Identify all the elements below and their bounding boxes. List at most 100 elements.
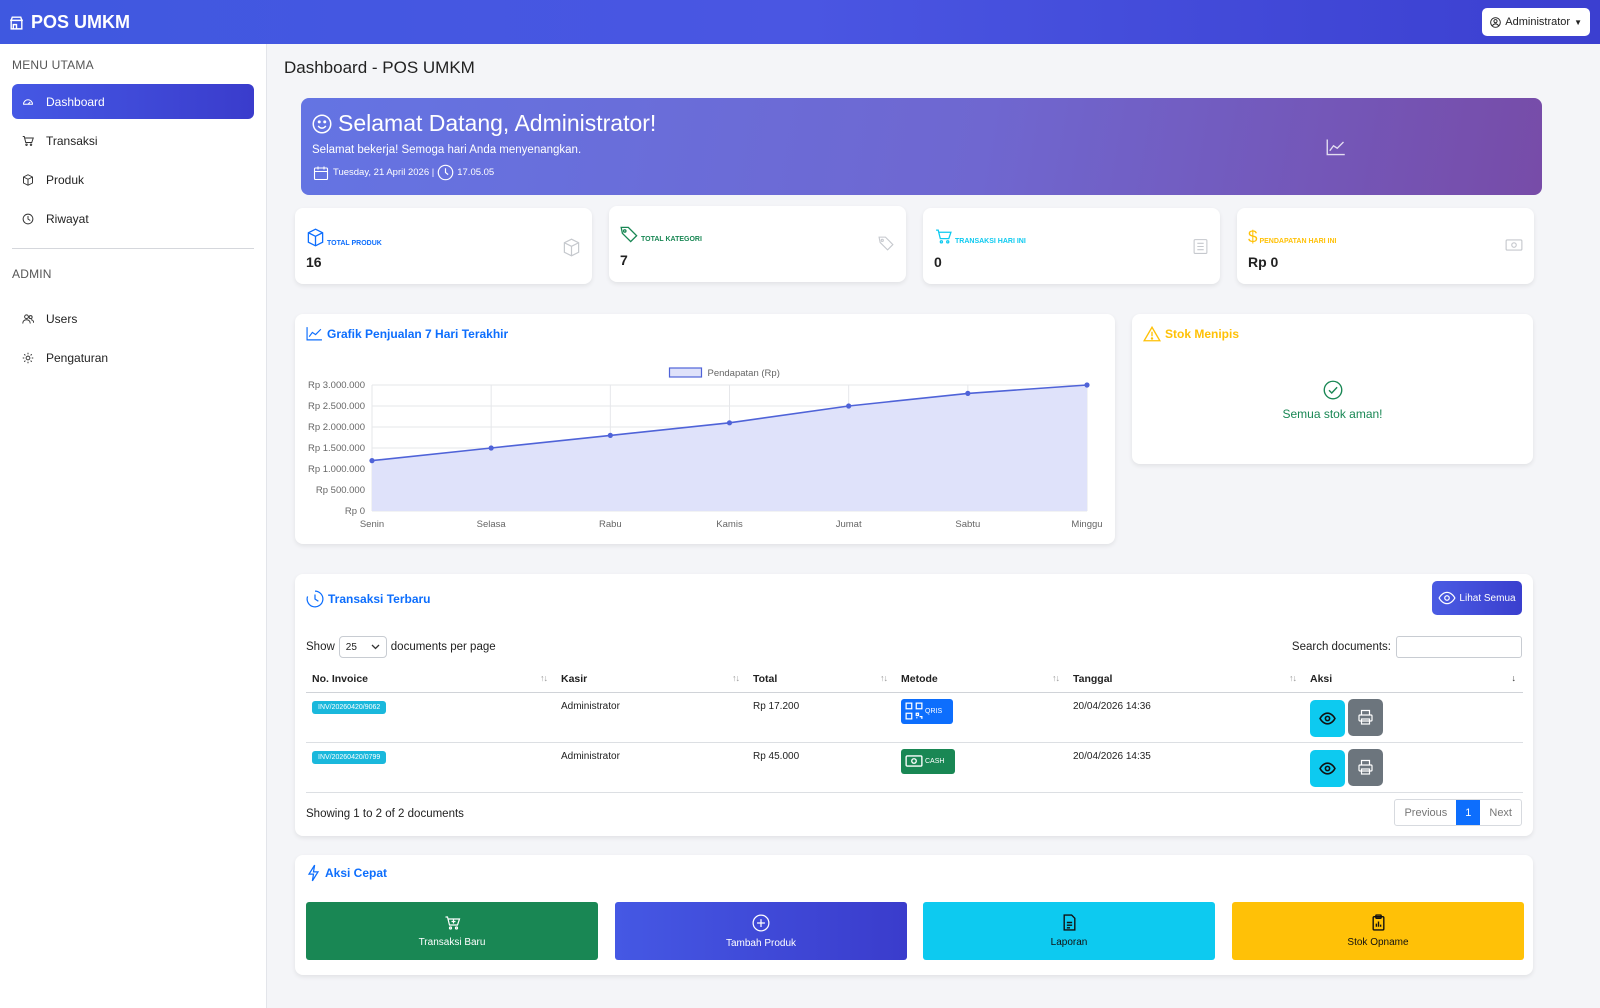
y-tick-label: Rp 3.000.000	[308, 380, 365, 391]
y-tick-label: Rp 0	[345, 506, 365, 517]
sales-line-chart: Rp 0 Rp 500.000 Rp 1.000.000 Rp 1.500.000 Rp…	[308, 367, 1103, 530]
view-all-button[interactable]: Lihat Semua	[1432, 581, 1522, 615]
file-icon	[1062, 914, 1076, 931]
eye-icon	[1319, 762, 1336, 775]
cart-icon	[936, 229, 952, 244]
stat-value: 0	[934, 254, 942, 270]
x-tick-label: Jumat	[836, 519, 862, 530]
welcome-heading-text: Selamat Datang, Administrator!	[338, 110, 657, 136]
warning-icon	[1143, 326, 1161, 342]
data-point	[607, 432, 613, 438]
pagination-next[interactable]: Next	[1489, 806, 1512, 819]
quick-action-tambah-produk[interactable]: Tambah Produk	[615, 902, 907, 960]
legend-swatch	[668, 367, 703, 378]
column-header-kasir[interactable]: Kasir ↑↓	[555, 666, 747, 693]
per-page-suffix: documents per page	[390, 641, 496, 653]
quick-action-label: Transaksi Baru	[418, 936, 486, 948]
pagination-previous[interactable]: Previous	[1404, 806, 1448, 819]
clock-icon	[437, 164, 454, 181]
print-transaction-button[interactable]	[1347, 698, 1383, 736]
qr-code-icon	[905, 702, 923, 720]
print-transaction-button[interactable]	[1347, 748, 1383, 786]
calendar-icon	[313, 166, 329, 180]
sales-chart-title-text: Grafik Penjualan 7 Hari Terakhir	[327, 326, 509, 341]
recent-transactions-title: Transaksi Terbaru	[306, 590, 431, 608]
sidebar-item-pengaturan[interactable]: Pengaturan	[12, 340, 254, 375]
smile-icon	[312, 114, 332, 133]
stat-card-transaksi-hari-ini: TRANSAKSI HARI INI 0	[923, 208, 1220, 284]
sidebar: MENU UTAMA Dashboard Transaksi Produk Ri…	[0, 44, 267, 1008]
invoice-badge[interactable]: INV/20260420/0799	[312, 750, 387, 764]
quick-action-laporan[interactable]: Laporan	[923, 902, 1215, 960]
top-navbar: POS UMKM Administrator ▼	[0, 0, 1600, 44]
stock-alert-card: Stok Menipis Semua stok aman!	[1132, 314, 1533, 464]
printer-icon	[1358, 709, 1373, 725]
main-content: Dashboard - POS UMKM Selamat Datang, Adm…	[267, 44, 1600, 1008]
view-transaction-button[interactable]	[1310, 700, 1345, 737]
sidebar-item-dashboard[interactable]: Dashboard	[12, 84, 254, 119]
cell-kasir: Administrator	[555, 692, 747, 743]
box-icon	[23, 173, 33, 186]
cell-metode: QRIS	[895, 692, 1067, 743]
data-point	[1084, 382, 1090, 388]
column-header-total[interactable]: Total ↑↓	[747, 666, 895, 693]
pagination: Previous 1 Next	[1394, 799, 1522, 826]
eye-icon	[1438, 591, 1456, 605]
invoice-badge[interactable]: INV/20260420/9062	[312, 700, 387, 714]
sidebar-divider	[12, 248, 254, 249]
y-tick-label: Rp 2.500.000	[308, 401, 365, 412]
area-fill	[372, 385, 1087, 511]
column-header-label: Kasir	[561, 672, 588, 685]
sidebar-item-transaksi[interactable]: Transaksi	[12, 123, 254, 158]
stat-label: TOTAL KATEGORI	[620, 226, 702, 243]
sidebar-section-main: MENU UTAMA	[12, 58, 94, 72]
column-header-label: No. Invoice	[312, 672, 369, 685]
page-title: Dashboard - POS UMKM	[284, 58, 475, 77]
x-tick-label: Minggu	[1071, 519, 1102, 530]
cell-invoice: INV/20260420/0799	[306, 742, 555, 793]
search-input[interactable]	[1396, 636, 1522, 658]
pagination-page-1[interactable]: 1	[1456, 800, 1481, 825]
welcome-time: 17.05.05	[457, 167, 495, 178]
tags-icon	[878, 236, 894, 251]
stat-label: TRANSAKSI HARI INI	[934, 228, 1026, 245]
search-control: Search documents:	[1292, 636, 1522, 658]
table-row: INV/20260420/9062 Administrator Rp 17.20…	[306, 692, 1523, 743]
data-point	[965, 390, 971, 396]
stat-label-text: TOTAL KATEGORI	[641, 236, 702, 243]
per-page-select[interactable]: 25	[338, 636, 387, 658]
sidebar-item-label: Transaksi	[46, 133, 98, 148]
sidebar-item-label: Dashboard	[46, 94, 105, 109]
quick-action-stok-opname[interactable]: Stok Opname	[1232, 902, 1524, 960]
clipboard-icon	[1371, 914, 1385, 931]
column-header-invoice[interactable]: No. Invoice ↑↓	[306, 666, 555, 693]
column-header-label: Aksi	[1310, 672, 1333, 685]
table-info: Showing 1 to 2 of 2 documents	[306, 808, 464, 820]
sidebar-item-riwayat[interactable]: Riwayat	[12, 201, 254, 236]
column-header-tanggal[interactable]: Tanggal ↑↓	[1067, 666, 1304, 693]
column-header-aksi[interactable]: Aksi ↓	[1304, 666, 1523, 693]
brand-title: POS UMKM	[31, 11, 130, 32]
welcome-date: Tuesday, 21 April 2026 |	[333, 167, 435, 178]
view-transaction-button[interactable]	[1310, 750, 1345, 787]
cell-tanggal: 20/04/2026 14:35	[1067, 742, 1304, 793]
x-tick-label: Sabtu	[955, 519, 980, 530]
brand[interactable]: POS UMKM	[8, 12, 130, 33]
table-header-row: No. Invoice ↑↓ Kasir ↑↓ Total ↑↓ Metode ↑↓ T…	[306, 666, 1523, 693]
box-icon	[563, 238, 580, 257]
cell-total: Rp 45.000	[747, 742, 895, 793]
sidebar-item-label: Pengaturan	[46, 350, 109, 365]
sidebar-item-users[interactable]: Users	[12, 301, 254, 336]
stat-card-total-produk: TOTAL PRODUK 16	[295, 208, 592, 284]
cell-aksi	[1304, 742, 1523, 793]
user-menu-button[interactable]: Administrator ▼	[1482, 8, 1590, 36]
column-header-metode[interactable]: Metode ↑↓	[895, 666, 1067, 693]
dashboard-icon	[22, 98, 34, 105]
quick-actions-card: Aksi Cepat Transaksi Baru Tambah Produk …	[295, 855, 1533, 975]
y-tick-label: Rp 1.500.000	[308, 443, 365, 454]
sort-icon: ↑↓	[732, 673, 740, 683]
cell-metode: CASH	[895, 742, 1067, 793]
sidebar-item-produk[interactable]: Produk	[12, 162, 254, 197]
sort-icon: ↓	[1511, 673, 1516, 683]
quick-action-transaksi-baru[interactable]: Transaksi Baru	[306, 902, 598, 960]
